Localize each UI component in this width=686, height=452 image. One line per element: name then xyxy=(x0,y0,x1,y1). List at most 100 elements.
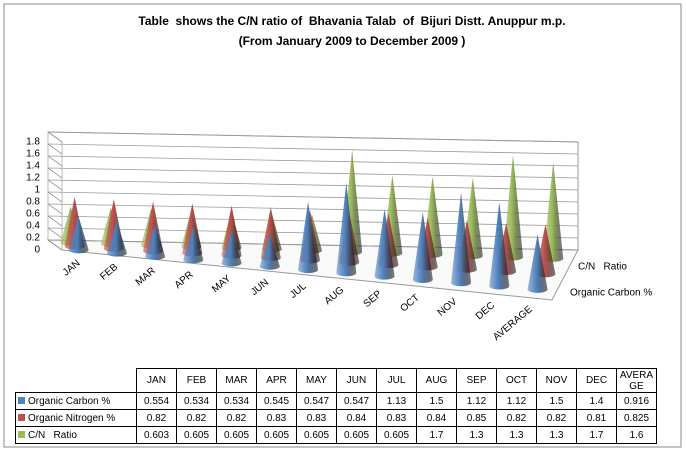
grid-line xyxy=(47,143,63,155)
column-header: MAR xyxy=(216,368,257,393)
column-header: SEP xyxy=(456,368,497,393)
chart-subtitle: (From January 2009 to December 2009 ) xyxy=(239,34,466,48)
table-cell: 0.605 xyxy=(216,426,257,444)
x-tick-label: MAR xyxy=(134,266,158,289)
row-header: Organic Nitrogen % xyxy=(15,409,137,427)
table-cell: 1.7 xyxy=(576,426,617,444)
grid-line xyxy=(47,191,63,203)
table-cell: 0.605 xyxy=(176,426,217,444)
grid-line xyxy=(47,167,63,179)
column-header: JUL xyxy=(376,368,417,393)
grid-line xyxy=(47,179,63,191)
grid-line xyxy=(47,203,579,215)
legend-key xyxy=(18,431,25,439)
x-tick-label: FEB xyxy=(98,261,120,282)
row-header: Organic Carbon % xyxy=(15,392,137,410)
table-cell: 0.84 xyxy=(336,409,377,427)
cone xyxy=(451,192,472,287)
table-cell: 0.605 xyxy=(376,426,417,444)
grid-line xyxy=(47,155,579,167)
grid-line xyxy=(47,215,63,227)
column-header: AUG xyxy=(416,368,457,393)
depth-label: C/N Ratio xyxy=(578,262,627,273)
table-cell: 0.82 xyxy=(176,409,217,427)
cone xyxy=(543,162,564,262)
x-tick-label: JUN xyxy=(249,277,271,298)
chart-title: Table shows the C/N ratio of Bhavania Ta… xyxy=(138,14,565,28)
table-cell: 1.7 xyxy=(416,426,457,444)
table-row: Organic Carbon % 0.554 0.534 0.534 0.545 0.54… xyxy=(15,392,657,410)
table-cell: 0.916 xyxy=(616,392,657,410)
grid-line xyxy=(47,179,579,191)
cone xyxy=(298,201,319,274)
table-cell: 0.545 xyxy=(256,392,297,410)
table-cell: 0.603 xyxy=(136,426,177,444)
column-header: OCT xyxy=(496,368,537,393)
table-cell: 0.85 xyxy=(456,409,497,427)
column-header: DEC xyxy=(576,368,617,393)
row-header: C/N Ratio xyxy=(15,426,137,444)
y-tick-label: 1.2 xyxy=(26,173,40,184)
cone xyxy=(412,212,433,283)
legend-label: C/N Ratio xyxy=(28,429,77,441)
table-cell: 0.82 xyxy=(136,409,177,427)
column-header: JUN xyxy=(336,368,377,393)
table-cell: 0.534 xyxy=(216,392,257,410)
x-tick-label: SEP xyxy=(362,288,385,310)
legend-label: Organic Nitrogen % xyxy=(28,412,116,424)
column-header: APR xyxy=(256,368,297,393)
table-cell: 0.605 xyxy=(256,426,297,444)
x-tick-label: MAY xyxy=(210,273,233,295)
cone xyxy=(183,227,204,264)
y-tick-label: 0 xyxy=(34,245,40,256)
table-cell: 1.12 xyxy=(496,392,537,410)
table-cell: 0.82 xyxy=(496,409,537,427)
column-header: FEB xyxy=(176,368,217,393)
legend-key xyxy=(18,397,25,405)
cone xyxy=(68,216,89,254)
cone xyxy=(106,221,127,257)
legend-label: Organic Carbon % xyxy=(28,395,111,407)
table-cell: 0.547 xyxy=(296,392,337,410)
table-cell: 1.3 xyxy=(496,426,537,444)
column-header: JAN xyxy=(136,368,177,393)
table-cell: 1.12 xyxy=(456,392,497,410)
depth-label: Organic Carbon % xyxy=(570,288,652,299)
legend-key xyxy=(18,414,25,422)
table-cell: 0.605 xyxy=(296,426,337,444)
y-tick-label: 0.8 xyxy=(26,197,40,208)
table-cell: 0.534 xyxy=(176,392,217,410)
table-cell: 0.83 xyxy=(296,409,337,427)
table-cell: 0.554 xyxy=(136,392,177,410)
y-tick-label: 1.6 xyxy=(26,149,40,160)
x-tick-label: JUL xyxy=(288,281,309,301)
grid-line xyxy=(47,131,579,143)
data-table: JAN FEB MAR APR MAY JUN JUL AUG SEP OCT NOV DEC AVER… xyxy=(15,368,657,444)
column-header: AVERAGE xyxy=(616,368,657,393)
grid-line xyxy=(47,167,579,179)
x-tick-label: OCT xyxy=(398,292,421,314)
table-cell: 1.5 xyxy=(536,392,577,410)
table-cell: 0.82 xyxy=(216,409,257,427)
table-cell: 1.6 xyxy=(616,426,657,444)
table-cell: 1.13 xyxy=(376,392,417,410)
x-tick-label: NOV xyxy=(436,296,460,319)
table-row: Organic Nitrogen % 0.82 0.82 0.82 0.83 0.83 0.… xyxy=(15,409,657,427)
table-cell: 1.3 xyxy=(456,426,497,444)
table-cell: 1.3 xyxy=(536,426,577,444)
table-cell: 0.82 xyxy=(536,409,577,427)
x-tick-label: DEC xyxy=(474,300,497,322)
table-cell: 0.83 xyxy=(376,409,417,427)
chart-frame xyxy=(3,3,682,448)
grid-line xyxy=(47,227,63,239)
table-cell: 0.81 xyxy=(576,409,617,427)
table-cell: 0.605 xyxy=(336,426,377,444)
grid-line xyxy=(47,239,63,251)
y-tick-label: 0.2 xyxy=(26,233,40,244)
grid-line xyxy=(47,131,63,143)
cone xyxy=(527,234,548,293)
y-tick-label: 1.8 xyxy=(26,137,40,148)
table-cell: 0.825 xyxy=(616,409,657,427)
y-tick-label: 0.6 xyxy=(26,209,40,220)
